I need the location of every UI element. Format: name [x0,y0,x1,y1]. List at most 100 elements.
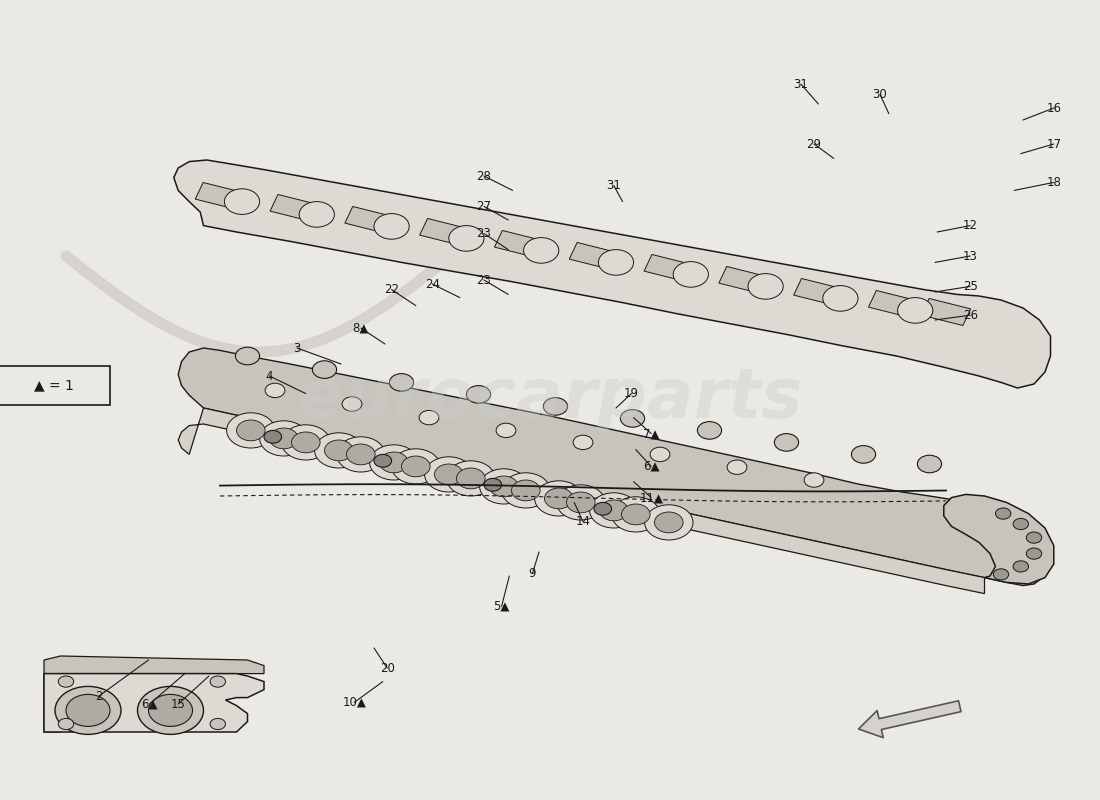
Circle shape [342,397,362,411]
Circle shape [673,262,708,287]
Circle shape [1026,532,1042,543]
Circle shape [600,500,628,521]
Circle shape [654,512,683,533]
Polygon shape [44,656,264,732]
Circle shape [292,432,320,453]
Text: 31: 31 [606,179,621,192]
Text: 20: 20 [379,662,395,674]
Bar [420,218,469,246]
Circle shape [823,286,858,311]
Circle shape [264,430,282,443]
Bar [570,242,618,270]
Circle shape [379,452,408,473]
Circle shape [138,686,204,734]
Circle shape [148,694,192,726]
Circle shape [804,473,824,487]
Text: 23: 23 [476,227,492,240]
Circle shape [573,435,593,450]
Circle shape [650,447,670,462]
Text: 29: 29 [806,138,822,150]
Circle shape [402,456,430,477]
Circle shape [456,468,485,489]
Circle shape [270,428,298,449]
Circle shape [544,488,573,509]
Circle shape [299,202,334,227]
Bar [869,290,917,318]
Circle shape [66,694,110,726]
Circle shape [996,508,1011,519]
Bar [196,182,244,210]
Text: 15: 15 [170,698,186,710]
Circle shape [434,464,463,485]
Circle shape [620,410,645,427]
Circle shape [224,189,260,214]
Text: 28: 28 [476,170,492,182]
Circle shape [425,457,473,492]
Circle shape [1026,548,1042,559]
Circle shape [490,476,518,497]
Circle shape [260,421,308,456]
Circle shape [210,718,225,730]
Bar [645,254,693,282]
Text: ▲ = 1: ▲ = 1 [34,378,74,393]
Circle shape [447,461,495,496]
Circle shape [392,449,440,484]
Text: 26: 26 [962,309,978,322]
Circle shape [346,444,375,465]
Circle shape [484,478,502,491]
Text: 10▲: 10▲ [342,696,366,709]
Polygon shape [944,494,1054,584]
Polygon shape [178,348,1045,586]
Circle shape [543,398,568,415]
Circle shape [370,445,418,480]
Circle shape [993,569,1009,580]
Text: 12: 12 [962,219,978,232]
Circle shape [612,497,660,532]
Circle shape [282,425,330,460]
Circle shape [748,274,783,299]
Text: 30: 30 [872,88,888,101]
Text: 27: 27 [476,200,492,213]
Circle shape [502,473,550,508]
Text: 6▲: 6▲ [642,460,659,473]
Text: eurocarparts: eurocarparts [297,365,803,432]
Circle shape [227,413,275,448]
Bar [271,194,319,222]
Circle shape [58,718,74,730]
Text: 8▲: 8▲ [353,322,369,334]
Text: 23: 23 [476,274,492,286]
Polygon shape [174,160,1050,388]
Text: 24: 24 [425,278,440,290]
Circle shape [389,374,414,391]
Circle shape [594,502,612,515]
Circle shape [590,493,638,528]
Polygon shape [44,674,264,732]
Circle shape [236,420,265,441]
Circle shape [265,383,285,398]
Text: 6▲: 6▲ [142,698,158,710]
Circle shape [598,250,634,275]
Bar [345,206,394,234]
Circle shape [917,455,942,473]
Bar [495,230,543,258]
Text: 13: 13 [962,250,978,262]
Circle shape [337,437,385,472]
Circle shape [58,676,74,687]
Text: 5▲: 5▲ [494,600,509,613]
Text: 14: 14 [575,515,591,528]
Bar [794,278,843,306]
Text: 17: 17 [1046,138,1062,150]
Circle shape [524,238,559,263]
Text: 18: 18 [1046,176,1062,189]
Text: 3: 3 [294,342,300,354]
Circle shape [774,434,799,451]
Text: 25: 25 [962,280,978,293]
Circle shape [697,422,722,439]
Text: 31: 31 [793,78,808,90]
Polygon shape [178,408,984,594]
Circle shape [374,214,409,239]
Circle shape [566,492,595,513]
Circle shape [557,485,605,520]
Circle shape [466,386,491,403]
Circle shape [449,226,484,251]
